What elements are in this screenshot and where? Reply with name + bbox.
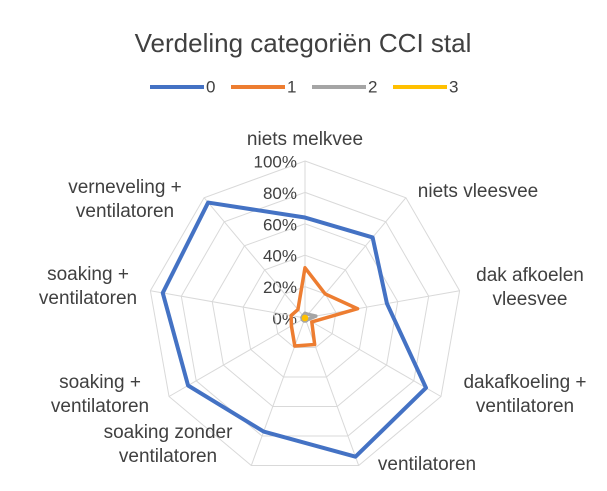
category-label: soaking + ventilatoren [50,372,150,417]
spoke [168,317,306,397]
category-label: niets melkvee [246,129,364,150]
y-tick-label: 40% [263,247,297,266]
grid-line [273,286,337,349]
y-tick-label: 100% [254,152,297,171]
category-label: soaking zonder ventilatoren [103,422,233,467]
y-tick-label: 80% [263,184,297,203]
category-label: dakafkoeling + ventilatoren [463,372,587,417]
series-line [160,200,429,459]
spoke [304,317,442,397]
spoke [304,290,460,319]
spoke [304,197,407,319]
series-line [301,314,309,322]
legend-label: 3 [449,77,458,96]
spoke [150,290,306,319]
category-label: niets vleesvee [417,181,539,202]
grid-line [242,254,368,378]
legend-label: 1 [287,77,296,96]
category-label: ventilatoren [377,454,477,475]
y-tick-label: 60% [263,215,297,234]
category-label: soaking + ventilatoren [38,264,138,309]
chart-title: Verdeling categoriën CCI stal [135,28,472,58]
grid-line [149,160,461,467]
legend-label: 2 [368,77,377,96]
spoke [203,197,306,319]
grid-line [180,191,430,437]
category-label: dak afkoelen vleesvee [476,265,584,310]
series-line [289,266,360,348]
category-label: verneveling + ventilatoren [68,177,182,222]
legend-label: 0 [206,77,215,96]
spoke [250,317,306,466]
